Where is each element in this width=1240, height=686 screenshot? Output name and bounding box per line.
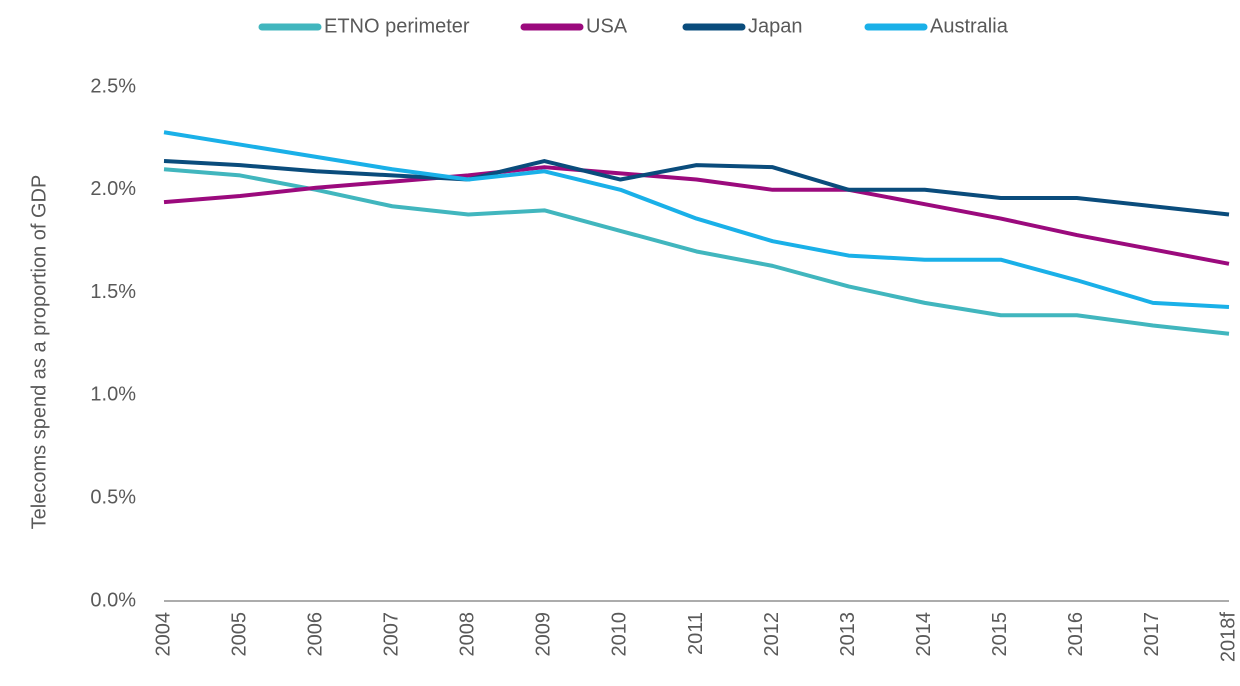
x-tick-label: 2007 bbox=[380, 612, 402, 657]
series-line bbox=[163, 167, 1230, 336]
x-tick-label: 2005 bbox=[228, 612, 250, 657]
series-line bbox=[163, 130, 1230, 309]
y-tick-label: 2.0% bbox=[90, 178, 136, 200]
x-tick-label: 2006 bbox=[304, 612, 326, 657]
x-tick-label: 2018f bbox=[1217, 612, 1239, 662]
x-tick-label: 2016 bbox=[1065, 612, 1087, 657]
series-line bbox=[163, 159, 1230, 217]
x-tick-label: 2014 bbox=[913, 612, 935, 657]
y-tick-label: 0.0% bbox=[90, 589, 136, 611]
x-tick-label: 2013 bbox=[837, 612, 859, 657]
x-tick-label: 2004 bbox=[152, 612, 174, 657]
legend-label: USA bbox=[586, 15, 628, 37]
y-tick-label: 1.0% bbox=[90, 384, 136, 406]
y-axis-title: Telecoms spend as a proportion of GDP bbox=[28, 175, 50, 530]
x-tick-label: 2017 bbox=[1141, 612, 1163, 657]
y-tick-label: 2.5% bbox=[90, 75, 136, 97]
x-tick-label: 2009 bbox=[533, 612, 555, 657]
x-tick-label: 2010 bbox=[609, 612, 631, 657]
legend-label: Australia bbox=[930, 15, 1009, 37]
x-tick-label: 2015 bbox=[989, 612, 1011, 657]
x-tick-label: 2012 bbox=[761, 612, 783, 657]
series-line bbox=[163, 165, 1230, 266]
legend-label: Japan bbox=[748, 15, 803, 37]
x-tick-label: 2008 bbox=[457, 612, 479, 657]
y-tick-label: 0.5% bbox=[90, 486, 136, 508]
y-tick-label: 1.5% bbox=[90, 281, 136, 303]
legend-label: ETNO perimeter bbox=[324, 15, 470, 37]
x-tick-label: 2011 bbox=[685, 612, 707, 655]
